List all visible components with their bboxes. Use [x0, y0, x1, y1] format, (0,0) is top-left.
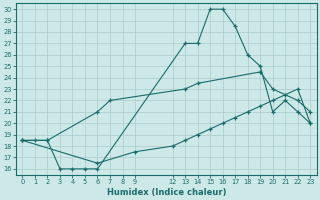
X-axis label: Humidex (Indice chaleur): Humidex (Indice chaleur) — [107, 188, 226, 197]
